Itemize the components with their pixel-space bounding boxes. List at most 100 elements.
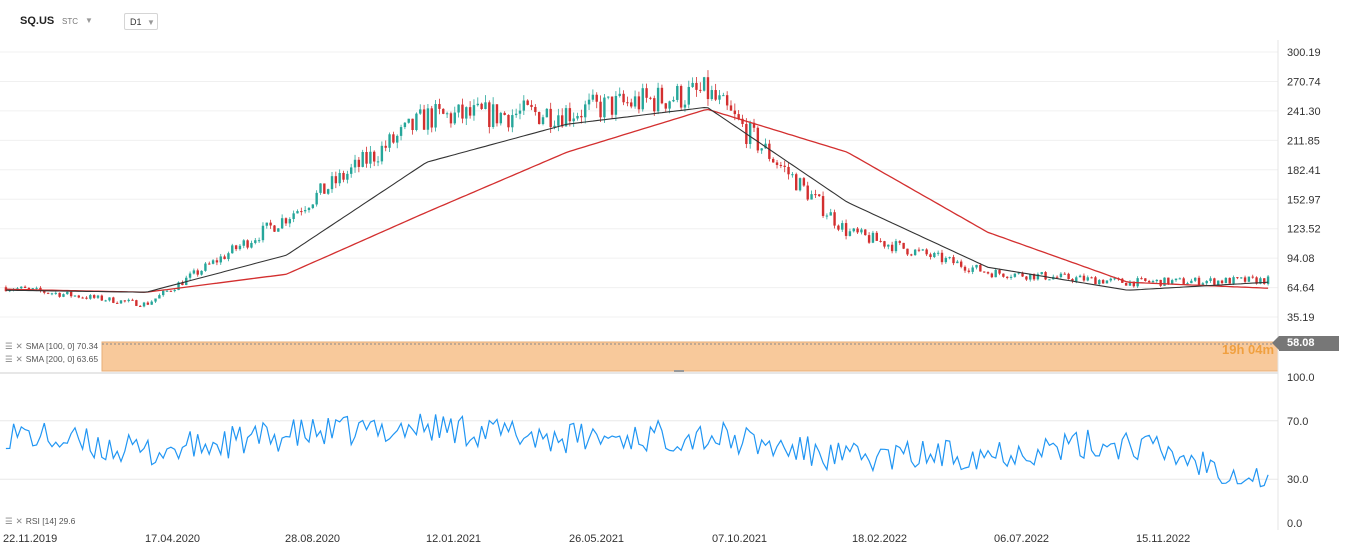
indicator-sma100[interactable]: ☰ ✕ SMA [100, 0] 70.34	[5, 341, 99, 351]
candle-body	[741, 118, 744, 125]
candle-body	[994, 269, 997, 278]
candle-body	[948, 257, 951, 259]
candle-body	[829, 212, 832, 216]
candle-body	[979, 264, 982, 272]
candle-body	[445, 113, 449, 115]
price-tick: 211.85	[1287, 135, 1320, 147]
candle-body	[672, 99, 675, 102]
candle-body	[334, 176, 338, 184]
candle-body	[323, 183, 326, 194]
candle-body	[227, 253, 230, 260]
sma-200-line	[5, 108, 1269, 293]
candle-body	[653, 98, 656, 112]
candle-body	[875, 232, 878, 241]
candle-body	[702, 77, 706, 91]
candle-body	[1055, 276, 1059, 278]
current-price-badge: 58.08	[1272, 336, 1339, 351]
candle-body	[580, 115, 583, 118]
candle-body	[246, 240, 249, 248]
candle-body	[346, 173, 349, 180]
close-icon[interactable]: ✕	[15, 341, 23, 351]
candle-body	[683, 104, 687, 108]
candle-body	[560, 115, 564, 127]
close-icon[interactable]: ✕	[15, 516, 23, 526]
candle-body	[495, 104, 499, 124]
candle-body	[1002, 273, 1005, 277]
chevron-down-icon[interactable]: ▼	[85, 16, 93, 25]
rsi-tick: 30.0	[1287, 474, 1308, 486]
candle-body	[1205, 280, 1208, 284]
candle-body	[1017, 272, 1020, 274]
candle-body	[392, 134, 395, 143]
candle-body	[1193, 277, 1197, 281]
candle-body	[349, 167, 353, 174]
market-label: STC	[62, 17, 78, 26]
candle-body	[50, 293, 54, 295]
candle-body	[1266, 276, 1270, 284]
rsi-tick: 0.0	[1287, 518, 1302, 530]
close-icon[interactable]: ✕	[15, 354, 23, 364]
candle-body	[557, 115, 560, 126]
candle-body	[438, 104, 441, 109]
candle-body	[1151, 281, 1155, 283]
candle-body	[1124, 282, 1128, 286]
candle-body	[549, 108, 552, 128]
candle-body	[898, 241, 901, 243]
candle-body	[380, 145, 384, 162]
candle-body	[81, 297, 84, 299]
price-tick: 35.19	[1287, 312, 1315, 324]
candle-body	[656, 87, 660, 112]
symbol-label[interactable]: SQ.US	[20, 15, 55, 27]
candle-body	[860, 229, 863, 233]
candle-body	[296, 211, 299, 214]
price-tick: 94.08	[1287, 253, 1315, 265]
indicator-rsi[interactable]: ☰ ✕ RSI [14] 29.6	[5, 516, 76, 526]
candle-body	[1029, 273, 1032, 280]
candle-body	[722, 95, 725, 97]
candle-body	[833, 212, 836, 226]
candle-body	[541, 117, 545, 125]
candle-body	[576, 115, 579, 119]
candle-body	[1224, 277, 1228, 284]
menu-icon[interactable]: ☰	[5, 341, 13, 351]
candle-body	[342, 172, 345, 180]
candle-body	[1128, 281, 1132, 286]
candle-body	[637, 96, 641, 110]
menu-icon[interactable]: ☰	[5, 516, 13, 526]
candle-body	[1032, 273, 1036, 280]
candle-body	[373, 151, 376, 162]
candle-body	[200, 270, 203, 275]
candle-body	[553, 125, 556, 128]
candle-body	[449, 113, 453, 124]
candle-body	[1078, 275, 1082, 278]
candle-body	[162, 290, 165, 296]
indicator-sma200[interactable]: ☰ ✕ SMA [200, 0] 63.65	[5, 354, 99, 364]
candle-body	[39, 287, 42, 291]
candle-body	[465, 107, 468, 119]
candle-body	[1021, 272, 1024, 277]
candle-body	[1105, 280, 1109, 284]
candle-body	[411, 118, 414, 131]
candle-body	[31, 288, 34, 290]
candle-body	[150, 301, 153, 305]
candle-body	[1243, 277, 1247, 282]
candle-body	[472, 105, 476, 116]
price-tick: 152.97	[1287, 194, 1321, 206]
candle-body	[710, 90, 714, 100]
candle-body	[62, 294, 65, 297]
candle-body	[1067, 273, 1070, 280]
menu-icon[interactable]: ☰	[5, 354, 13, 364]
candle-body	[488, 102, 491, 128]
candle-body	[795, 174, 798, 191]
candle-body	[1159, 279, 1162, 286]
candle-body	[1167, 277, 1170, 285]
candle-body	[112, 297, 115, 303]
candle-body	[357, 159, 361, 167]
timeframe-select[interactable]: D1 ▼	[124, 13, 158, 30]
pane-resize-handle[interactable]	[674, 370, 684, 372]
candle-body	[802, 178, 806, 186]
price-tick: 270.74	[1287, 76, 1321, 88]
candle-body	[369, 151, 372, 164]
time-tick: 17.04.2020	[145, 533, 200, 545]
